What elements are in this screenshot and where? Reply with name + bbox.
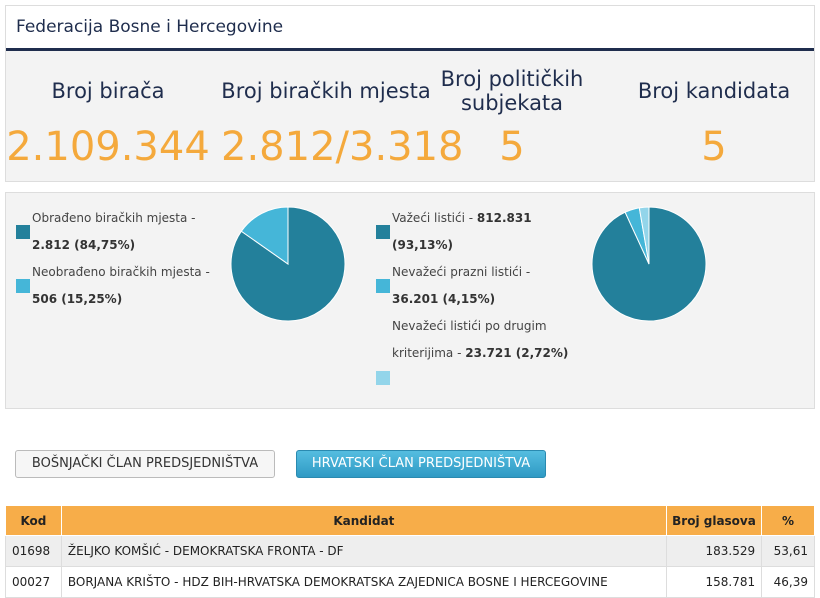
table-cell: 158.781	[665, 566, 763, 598]
table-cell: 00027	[5, 566, 62, 598]
stat: Broj biračkih mjesta 2.812/3.318	[221, 66, 464, 170]
pie-chart	[591, 206, 707, 322]
title-bar: Federacija Bosne i Hercegovine	[6, 6, 814, 51]
column-header: Kandidat	[60, 505, 667, 536]
legend-label: Važeći listići -	[392, 211, 474, 225]
legend-label: Neobrađeno biračkih mjesta -	[32, 265, 210, 279]
table-cell: 183.529	[665, 535, 763, 567]
results-table: Kod Kandidat Broj glasova% 01698 ŽELJKO KOMŠ…	[5, 505, 815, 598]
column-header: Broj glasova	[665, 505, 763, 536]
stat: Broj kandidata 5	[609, 66, 819, 170]
stat-value: 2.109.344	[6, 124, 210, 170]
legend-label: Obrađeno biračkih mjesta -	[32, 211, 196, 225]
table-cell: 01698	[5, 535, 62, 567]
legend-swatch	[16, 279, 30, 293]
tab-button[interactable]: BOŠNJAČKI ČLAN PREDSJEDNIŠTVA	[15, 450, 275, 478]
legend-item: Neobrađeno biračkih mjesta - 506 (15,25%…	[32, 259, 217, 313]
pie-slice	[240, 206, 289, 265]
table-cell: 53,61	[761, 535, 815, 567]
legend-value: 36.201 (4,15%)	[392, 292, 496, 306]
table-row: 00027 BORJANA KRIŠTO - HDZ BIH-HRVATSKA D…	[5, 566, 815, 598]
stat-value: 2.812/3.318	[221, 124, 464, 170]
stat-value: 5	[499, 124, 525, 170]
page-title: Federacija Bosne i Hercegovine	[16, 17, 284, 37]
legend-swatch	[376, 279, 390, 293]
tab-button[interactable]: HRVATSKI ČLAN PREDSJEDNIŠTVA	[296, 450, 546, 478]
pie-chart	[230, 206, 346, 322]
stat-label: Broj političkih subjekata	[440, 67, 584, 115]
legend-item: Važeći listići - 812.831 (93,13%)	[392, 205, 577, 259]
stat: Broj birača 2.109.344	[3, 66, 213, 170]
legend-value: 23.721 (2,72%)	[465, 346, 569, 360]
legend-swatch	[376, 225, 390, 239]
legend-item: Obrađeno biračkih mjesta - 2.812 (84,75%…	[32, 205, 217, 259]
stat: Broj političkih subjekata 5	[407, 66, 617, 170]
stat-label: Broj birača	[51, 79, 165, 103]
stat-label: Broj kandidata	[637, 79, 791, 103]
legend-value: 2.812 (84,75%)	[32, 238, 136, 252]
column-header: %	[761, 505, 815, 536]
pie-panel: Obrađeno biračkih mjesta - 2.812 (84,75%…	[5, 192, 815, 409]
legend-item: Nevažeći listići po drugim kriterijima -…	[392, 313, 577, 367]
stat-value: 5	[701, 124, 727, 170]
legend-item: Nevažeći prazni listići - 36.201 (4,15%)	[392, 259, 577, 313]
legend-label: Nevažeći prazni listići -	[392, 265, 531, 279]
table-cell: ŽELJKO KOMŠIĆ - DEMOKRATSKA FRONTA - DF	[60, 535, 667, 567]
table-row: 01698 ŽELJKO KOMŠIĆ - DEMOKRATSKA FRONTA …	[5, 535, 815, 567]
legend-swatch	[16, 225, 30, 239]
pie-slice	[638, 206, 650, 265]
summary-panel: Federacija Bosne i Hercegovine Broj bira…	[5, 5, 815, 182]
table-cell: BORJANA KRIŠTO - HDZ BIH-HRVATSKA DEMOKR…	[60, 566, 667, 598]
stat-label: Broj biračkih mjesta	[221, 79, 431, 103]
column-header: Kod	[5, 505, 62, 536]
legend-swatch	[376, 371, 390, 385]
legend-value: 506 (15,25%)	[32, 292, 123, 306]
legend-label: Nevažeći listići po drugim kriterijima -	[392, 319, 547, 360]
table-cell: 46,39	[761, 566, 815, 598]
legend-value: 812.831 (93,13%)	[392, 211, 532, 252]
